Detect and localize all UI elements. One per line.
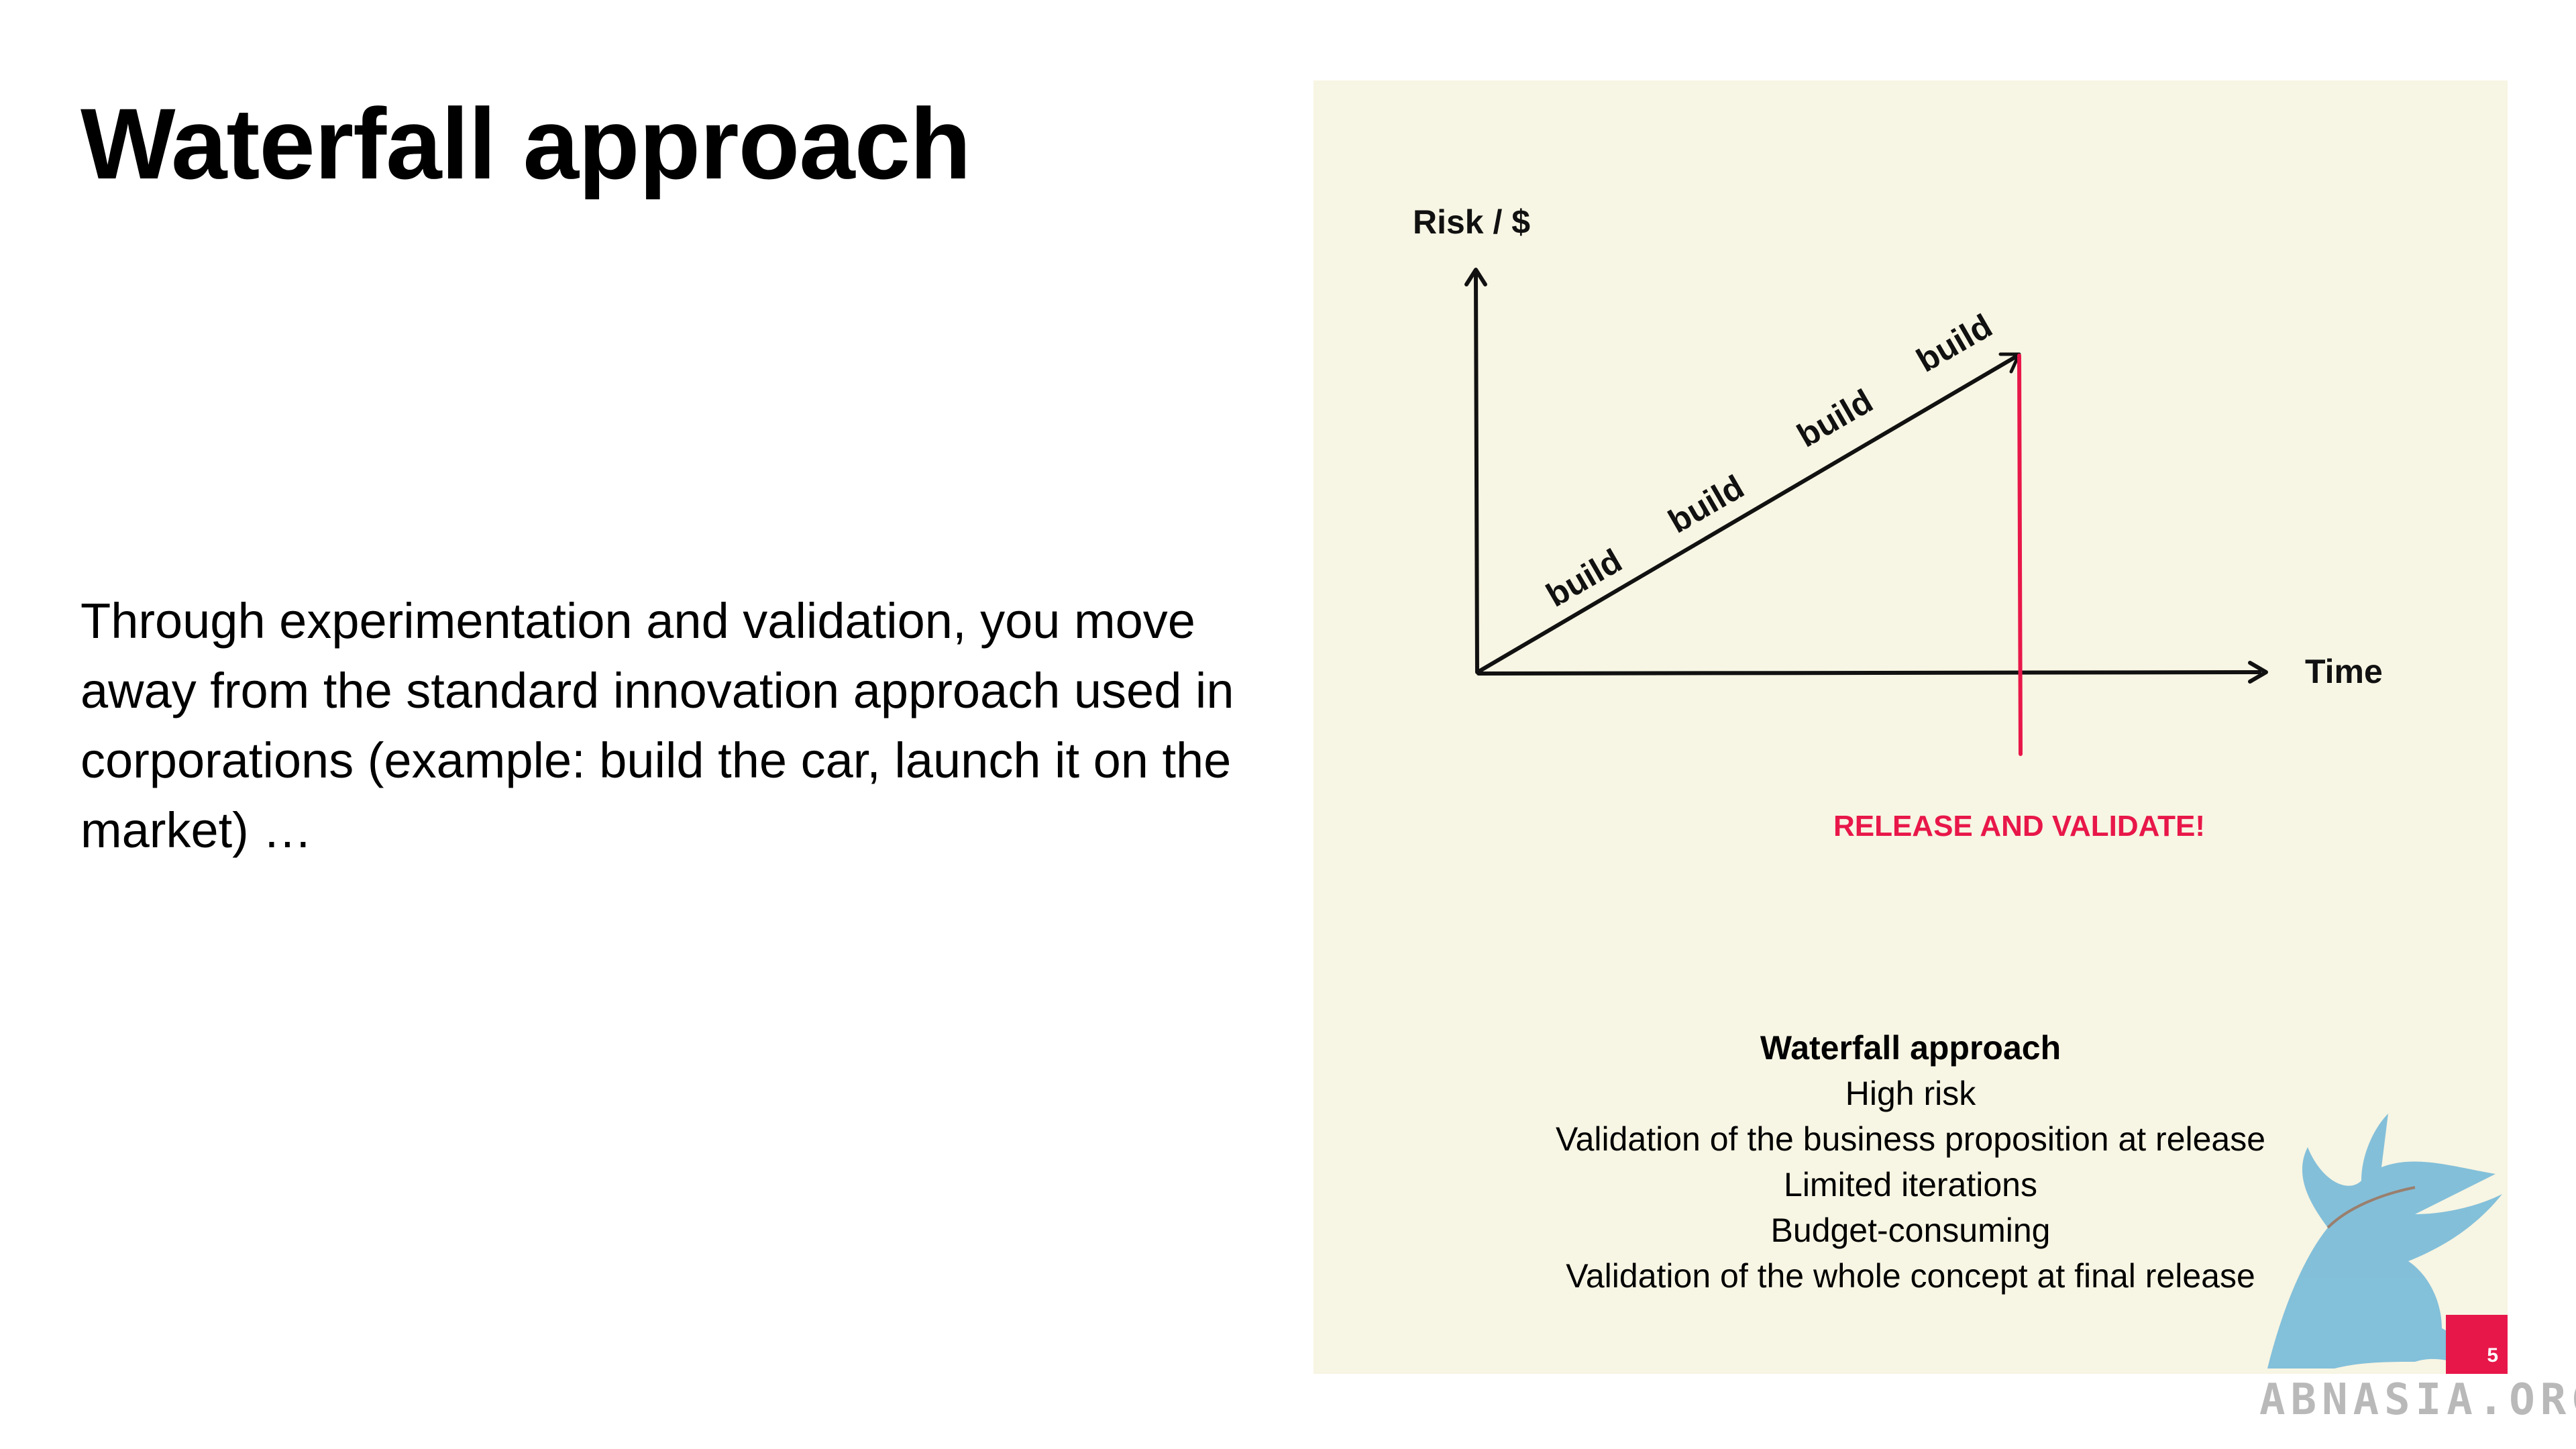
build-label: build bbox=[1540, 541, 1628, 614]
build-label: build bbox=[1911, 307, 1998, 379]
summary-point: Budget-consuming bbox=[1770, 1212, 2051, 1249]
page-number: 5 bbox=[2487, 1344, 2498, 1366]
summary-point: Validation of the business proposition a… bbox=[1555, 1120, 2266, 1158]
y-axis-label: Risk / $ bbox=[1413, 203, 1530, 241]
x-axis-label: Time bbox=[2305, 653, 2383, 690]
y-axis-arrow-icon bbox=[1464, 268, 1487, 286]
summary-point: Validation of the whole concept at final… bbox=[1566, 1257, 2255, 1295]
slide-title: Waterfall approach bbox=[80, 87, 971, 200]
slide-body-text: Through experimentation and validation, … bbox=[80, 593, 1234, 858]
release-marker-line bbox=[2017, 354, 2023, 756]
summary-block: Waterfall approach High risk Validation … bbox=[1313, 1025, 2508, 1299]
watermark-text: ABNASIA.ORG bbox=[2259, 1375, 2576, 1425]
griffin-logo-icon bbox=[2267, 1114, 2502, 1368]
x-axis-arrow-icon bbox=[2248, 661, 2268, 684]
x-axis bbox=[1477, 661, 2268, 684]
summary-point: High risk bbox=[1845, 1075, 1976, 1112]
build-label: build bbox=[1662, 468, 1750, 540]
y-axis bbox=[1464, 268, 1487, 674]
summary-point: Limited iterations bbox=[1784, 1166, 2037, 1203]
summary-title: Waterfall approach bbox=[1760, 1029, 2061, 1067]
risk-line bbox=[1478, 352, 2021, 673]
page-number-badge: 5 bbox=[2446, 1315, 2508, 1374]
release-label: RELEASE AND VALIDATE! bbox=[1833, 810, 2205, 843]
